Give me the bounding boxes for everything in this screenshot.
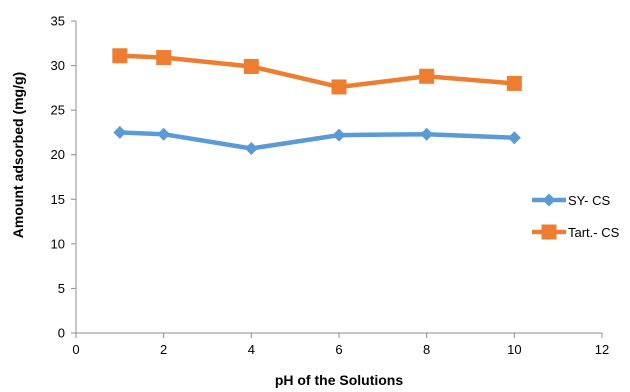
legend-label: Tart.- CS [568, 225, 620, 240]
data-point [156, 50, 172, 66]
data-point [420, 127, 434, 141]
y-tick-label: 10 [51, 236, 65, 251]
legend-swatch-marker [541, 224, 557, 240]
y-tick-label: 30 [51, 58, 65, 73]
y-tick-label: 20 [51, 147, 65, 162]
series-line [117, 130, 517, 151]
data-point [157, 127, 171, 141]
legend-item-1: SY- CS [532, 193, 610, 208]
legend: SY- CS Tart.- CS [532, 193, 620, 240]
data-point [507, 131, 521, 145]
x-tick-label: 2 [160, 342, 167, 357]
legend-item-2: Tart.- CS [532, 224, 620, 240]
data-point [112, 48, 128, 64]
x-tick-label: 8 [423, 342, 430, 357]
data-point [331, 79, 347, 95]
legend-swatch-marker [542, 193, 556, 207]
y-tick-label: 0 [58, 326, 65, 341]
x-tick-label: 0 [72, 342, 79, 357]
x-tick-label: 10 [507, 342, 521, 357]
series-1 [113, 125, 521, 155]
x-tick-label: 4 [248, 342, 255, 357]
x-tick-label: 12 [595, 342, 609, 357]
series-layer [112, 48, 522, 155]
data-point [419, 68, 435, 84]
y-tick-label: 25 [51, 103, 65, 118]
axes: 0 5 10 15 20 25 30 35 0 2 4 6 8 10 12 [51, 14, 610, 358]
y-axis-title: Amount adsorbed (mg/g) [10, 72, 26, 238]
series-line [117, 53, 517, 90]
y-tick-label: 15 [51, 192, 65, 207]
data-point [244, 141, 258, 155]
y-tick-label: 5 [58, 281, 65, 296]
legend-label: SY- CS [568, 193, 610, 208]
x-axis-title: pH of the Solutions [275, 372, 404, 388]
data-point [113, 125, 127, 139]
x-tick-label: 6 [335, 342, 342, 357]
data-point [243, 58, 259, 74]
data-point [332, 128, 346, 142]
y-tick-label: 35 [51, 14, 65, 29]
series-2 [112, 48, 522, 95]
data-point [506, 75, 522, 91]
